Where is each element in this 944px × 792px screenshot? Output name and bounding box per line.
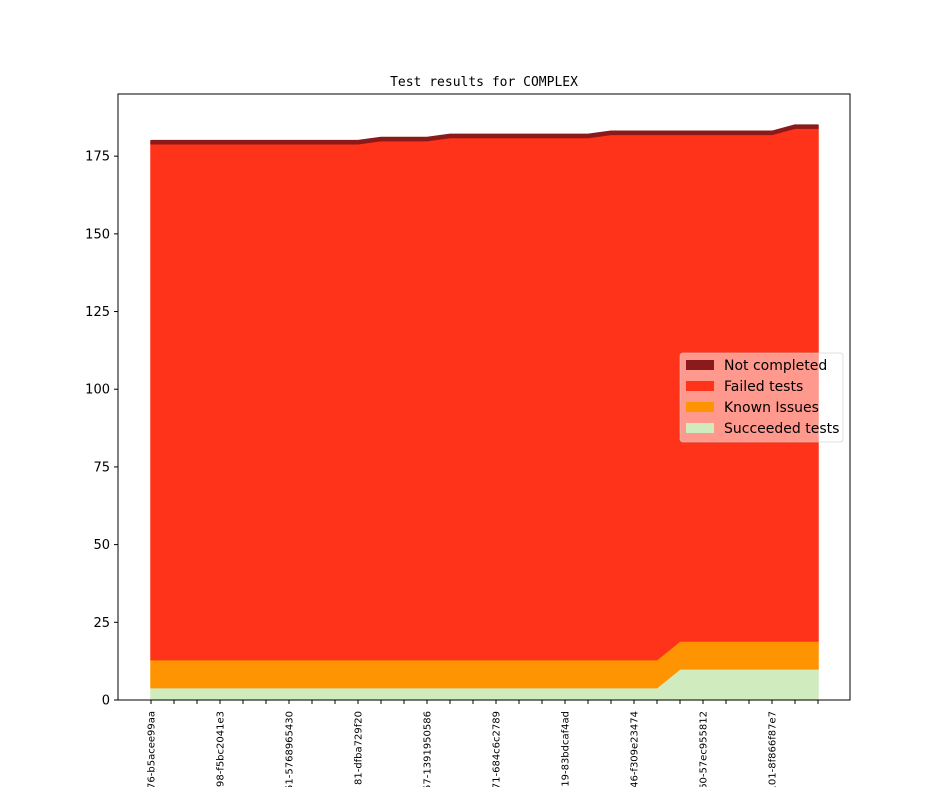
legend-label: Failed tests [724, 379, 803, 395]
y-tick-label: 50 [93, 538, 110, 553]
y-tick-label: 75 [93, 460, 110, 475]
legend-box [679, 352, 844, 443]
area-not-completed [150, 124, 819, 145]
x-tick-label: 98-f5bc2041e3 [216, 711, 227, 787]
legend-swatch [686, 381, 714, 391]
x-tick-label: 81-dfba729f20 [354, 711, 365, 785]
legend-label: Known Issues [724, 400, 819, 416]
legend-swatch [686, 423, 714, 433]
x-tick-label: 71-684c6c2789 [492, 711, 503, 787]
y-tick-label: 100 [85, 383, 110, 398]
y-tick-label: 25 [93, 616, 110, 631]
legend-label: Succeeded tests [724, 421, 839, 437]
legend-swatch [686, 360, 714, 370]
legend: Not completed Failed tests Known Issues Suc… [679, 352, 844, 443]
plot-frame [117, 93, 851, 701]
y-axis: 0 25 50 75 100 125 150 175 [85, 150, 118, 709]
x-tick-label: 46-f309e23474 [630, 711, 641, 787]
x-tick-label: 51-5768965430 [285, 711, 296, 787]
chart-title: Test results for COMPLEX [390, 75, 578, 90]
y-tick-label: 150 [85, 227, 110, 242]
y-tick-label: 125 [85, 305, 110, 320]
areas-layer [150, 124, 819, 701]
x-tick-label: 19-83bdcaf4ad [561, 711, 572, 787]
y-tick-label: 0 [102, 694, 110, 709]
x-tick-label: 76-b5acee99aa [147, 711, 158, 787]
x-axis: 76-b5acee99aa 98-f5bc2041e3 51-5768965430 8… [147, 700, 819, 791]
x-tick-label: 101-8f866f87e7 [768, 711, 779, 787]
y-tick-label: 175 [85, 150, 110, 165]
legend-swatch [686, 402, 714, 412]
x-tick-label: 57-1391950586 [423, 711, 434, 787]
legend-label: Not completed [724, 358, 827, 374]
x-tick-label: 60-57ec955812 [699, 711, 710, 787]
